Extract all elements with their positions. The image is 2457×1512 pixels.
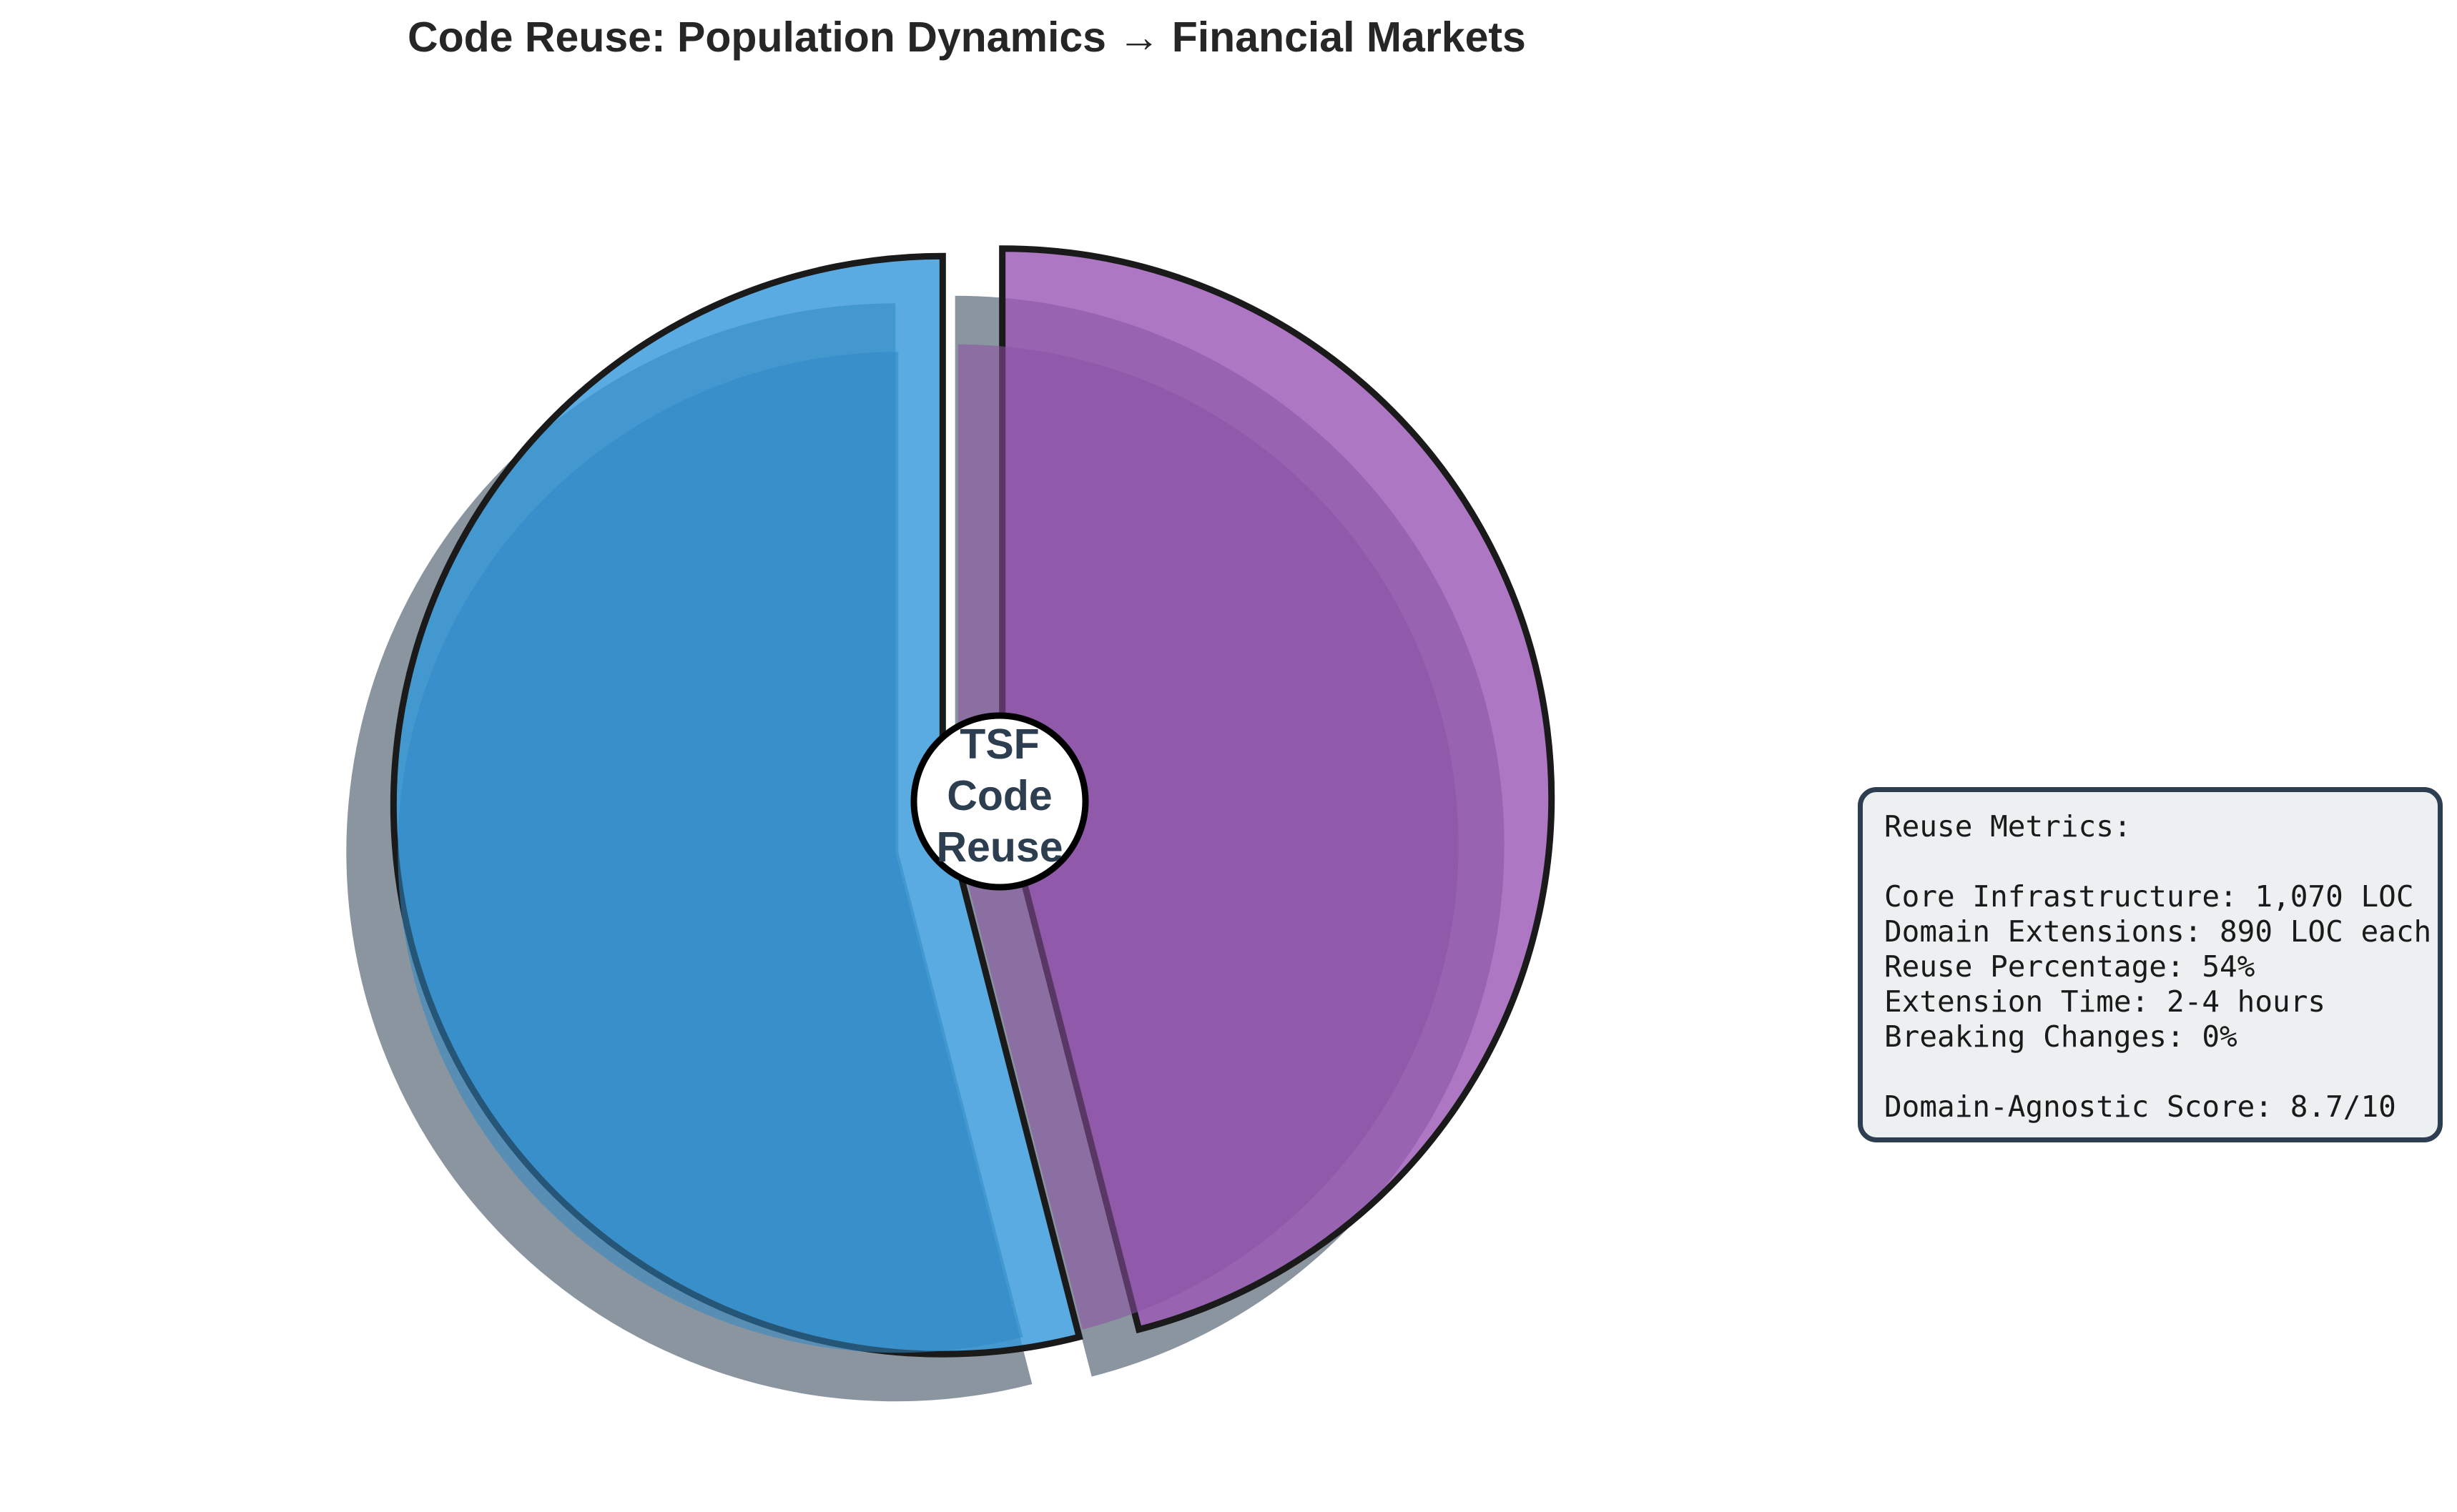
center-label: TSF Code Reuse [921,718,1078,873]
center-circle [910,712,1089,891]
center-label-line: Code [947,772,1053,819]
metrics-line: Breaking Changes: 0% [1884,1019,2237,1054]
metrics-line: Domain Extensions: 890 LOC each [1884,914,2432,949]
pie-slice-inner-shade [398,352,1023,1353]
metrics-score: Domain-Agnostic Score: 8.7/10 [1884,1089,2396,1124]
center-label-line: TSF [960,721,1040,768]
pie-inner-layer [398,344,1459,1353]
metrics-line: Core Infrastructure: 1,070 LOC [1884,879,2414,914]
pie-slice-inner-shade [957,344,1459,1330]
metrics-line: Reuse Percentage: 54% [1884,949,2255,984]
metrics-line: Extension Time: 2-4 hours [1884,984,2326,1019]
metrics-spacer [1884,844,2416,879]
metrics-spacer [1884,1054,2416,1089]
chart-title: Code Reuse: Population Dynamics → Financ… [408,14,1526,61]
metrics-heading: Reuse Metrics: [1884,809,2132,844]
center-label-line: Reuse [936,824,1063,871]
reuse-metrics-box: Reuse Metrics: Core Infrastructure: 1,07… [1858,787,2443,1142]
